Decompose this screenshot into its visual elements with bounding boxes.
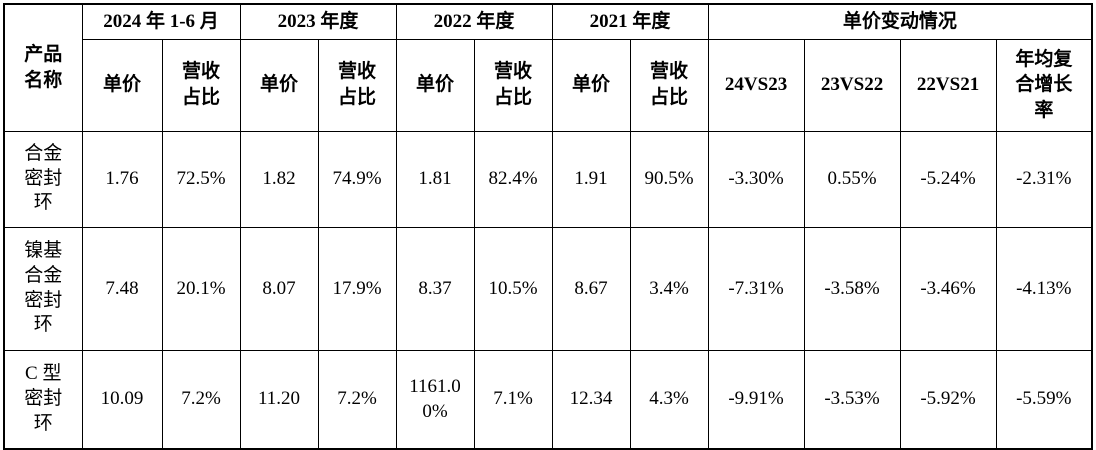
change-cell: -2.31% [995, 130, 1094, 228]
product-name: C 型密封环 [24, 363, 63, 434]
change-cell: -9.91% [707, 349, 805, 450]
value-cell: 8.67 [551, 226, 631, 351]
header-change-24vs23: 24VS23 [707, 38, 805, 132]
change-cell: -7.31% [707, 226, 805, 351]
header-period-2022: 2022 年度 [395, 3, 553, 40]
product-name: 镍基合金密封环 [24, 240, 63, 336]
table-row: 合金密封环 1.76 72.5% 1.82 74.9% 1.81 82.4% 1… [3, 130, 1094, 228]
change-cell: -3.53% [803, 349, 901, 450]
table-row: C 型密封环 10.09 7.2% 11.20 7.2% 1161.00% 7.… [3, 349, 1094, 450]
header-revenue-share-text: 营收占比 [182, 61, 221, 108]
header-revenue-share-2022: 营收占比 [473, 38, 553, 132]
value-cell: 1.81 [395, 130, 475, 228]
header-change-23vs22: 23VS22 [803, 38, 901, 132]
table-row: 镍基合金密封环 7.48 20.1% 8.07 17.9% 8.37 10.5%… [3, 226, 1094, 351]
header-revenue-share-text: 营收占比 [338, 61, 377, 108]
header-change-cagr-text: 年均复合增长率 [1015, 48, 1073, 121]
header-revenue-share-2024h1: 营收占比 [161, 38, 241, 132]
header-unit-price-2022: 单价 [395, 38, 475, 132]
header-product-name-text: 产品名称 [24, 44, 63, 91]
change-cell: -3.30% [707, 130, 805, 228]
value-cell: 4.3% [629, 349, 709, 450]
header-unit-price-2024h1: 单价 [81, 38, 163, 132]
header-period-2023: 2023 年度 [239, 3, 397, 40]
value-cell: 17.9% [317, 226, 397, 351]
header-change-cagr: 年均复合增长率 [995, 38, 1094, 132]
header-change-group: 单价变动情况 [707, 3, 1094, 40]
header-revenue-share-text: 营收占比 [650, 61, 689, 108]
header-product-name: 产品名称 [3, 3, 83, 132]
header-period-2021: 2021 年度 [551, 3, 709, 40]
header-unit-price-2021: 单价 [551, 38, 631, 132]
header-revenue-share-2021: 营收占比 [629, 38, 709, 132]
value-cell: 7.48 [81, 226, 163, 351]
header-unit-price-2023: 单价 [239, 38, 319, 132]
header-revenue-share-text: 营收占比 [494, 61, 533, 108]
value-cell: 7.1% [473, 349, 553, 450]
change-cell: 0.55% [803, 130, 901, 228]
value-cell: 3.4% [629, 226, 709, 351]
value-cell: 8.07 [239, 226, 319, 351]
value-wrapped: 1161.00% [409, 375, 461, 423]
value-cell: 10.09 [81, 349, 163, 450]
value-cell: 7.2% [317, 349, 397, 450]
value-cell: 74.9% [317, 130, 397, 228]
value-cell: 1.82 [239, 130, 319, 228]
value-cell: 72.5% [161, 130, 241, 228]
value-cell: 1.76 [81, 130, 163, 228]
value-cell: 10.5% [473, 226, 553, 351]
header-period-2024h1: 2024 年 1-6 月 [81, 3, 241, 40]
value-cell: 1.91 [551, 130, 631, 228]
header-revenue-share-2023: 营收占比 [317, 38, 397, 132]
product-name-cell: 合金密封环 [3, 130, 83, 228]
change-cell: -5.24% [899, 130, 997, 228]
value-cell: 1161.00% [395, 349, 475, 450]
value-cell: 11.20 [239, 349, 319, 450]
value-cell: 20.1% [161, 226, 241, 351]
change-cell: -4.13% [995, 226, 1094, 351]
change-cell: -5.59% [995, 349, 1094, 450]
product-name: 合金密封环 [24, 142, 63, 214]
value-cell: 7.2% [161, 349, 241, 450]
value-cell: 82.4% [473, 130, 553, 228]
change-cell: -5.92% [899, 349, 997, 450]
value-cell: 8.37 [395, 226, 475, 351]
change-cell: -3.46% [899, 226, 997, 351]
product-name-cell: 镍基合金密封环 [3, 226, 83, 351]
value-cell: 90.5% [629, 130, 709, 228]
value-cell: 12.34 [551, 349, 631, 450]
product-name-cell: C 型密封环 [3, 349, 83, 450]
price-change-table: 产品名称 2024 年 1-6 月 2023 年度 2022 年度 2021 年… [3, 3, 1094, 450]
header-change-22vs21: 22VS21 [899, 38, 997, 132]
change-cell: -3.58% [803, 226, 901, 351]
